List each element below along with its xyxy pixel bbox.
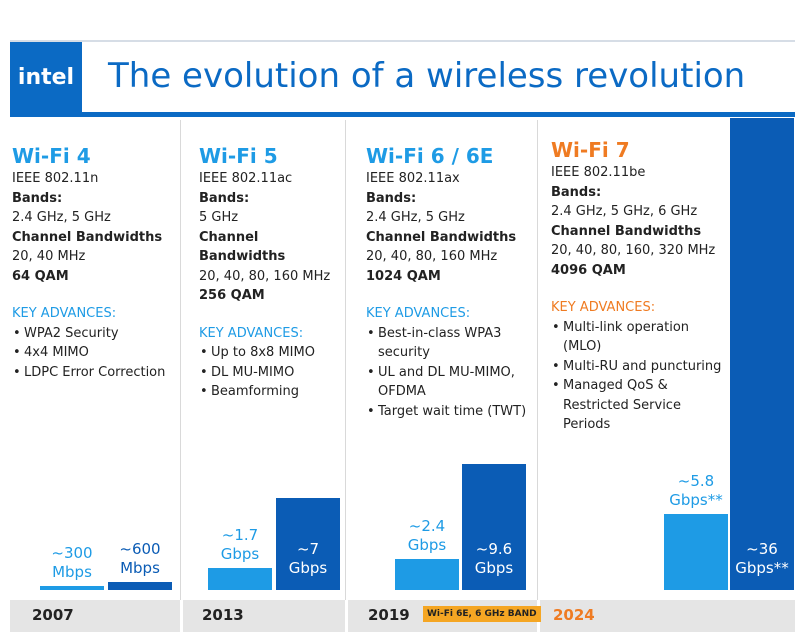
year: 2013 <box>202 606 244 624</box>
bands: 2.4 GHz, 5 GHz <box>12 210 111 225</box>
year-separator <box>180 600 183 632</box>
advance-item: DL MU-MIMO <box>200 363 341 383</box>
advances-list: Multi-link operation (MLO)Multi-RU and p… <box>551 318 726 435</box>
year: 2007 <box>32 606 74 624</box>
speed-label: ~36 Gbps** <box>735 540 789 577</box>
bands: 5 GHz <box>199 210 239 225</box>
advances-list: Up to 8x8 MIMODL MU-MIMOBeamforming <box>199 343 341 402</box>
bandwidths-label: Channel Bandwidths <box>551 223 702 239</box>
logo: intel <box>10 42 82 112</box>
standard: IEEE 802.11ac <box>199 171 293 186</box>
speed-bar <box>395 558 459 590</box>
advance-item: Beamforming <box>200 382 341 402</box>
generation-column: Wi-Fi 5 IEEE 802.11ac Bands: 5 GHz Channel B… <box>199 143 341 402</box>
generation-name: Wi-Fi 7 <box>551 138 630 162</box>
speed-label: ~5.8 Gbps** <box>669 471 723 509</box>
bandwidths-label: Channel Bandwidths <box>199 229 286 265</box>
advance-item: LDPC Error Correction <box>13 363 177 383</box>
bandwidths: 20, 40, 80, 160 MHz <box>199 268 331 284</box>
bands-label: Bands: <box>199 190 250 206</box>
generation-column: Wi-Fi 6 / 6E IEEE 802.11ax Bands: 2.4 GHz, … <box>366 143 531 421</box>
advances-list: WPA2 Security4x4 MIMOLDPC Error Correcti… <box>12 324 177 383</box>
generation-name: Wi-Fi 6 / 6E <box>366 144 494 168</box>
generation-name: Wi-Fi 4 <box>12 144 91 168</box>
year-separator <box>345 600 348 632</box>
bands-label: Bands: <box>551 184 602 200</box>
qam: 256 QAM <box>199 288 265 303</box>
standard: IEEE 802.11ax <box>366 171 460 186</box>
speed-bar <box>208 567 272 590</box>
speed-label: ~9.6 Gbps <box>474 540 514 577</box>
speed-label: ~7 Gbps <box>288 540 328 577</box>
qam: 64 QAM <box>12 268 69 284</box>
speed-label: ~600 Mbps <box>119 540 161 578</box>
advances-label: KEY ADVANCES: <box>366 306 471 321</box>
advance-item: Managed QoS & Restricted Service Periods <box>552 376 726 435</box>
year: 2024 <box>553 606 595 624</box>
bands: 2.4 GHz, 5 GHz, 6 GHz <box>551 204 698 219</box>
advance-item: Best-in-class WPA3 security <box>367 324 531 363</box>
speed-bar <box>664 513 728 590</box>
speed-bar <box>462 464 526 590</box>
advance-item: Multi-RU and puncturing <box>552 357 726 377</box>
advance-item: Target wait time (TWT) <box>367 402 531 422</box>
speed-bar <box>730 118 794 590</box>
bandwidths-label: Channel Bandwidths <box>366 229 517 245</box>
column-separator <box>537 120 538 600</box>
advance-item: Multi-link operation (MLO) <box>552 318 726 357</box>
advance-item: WPA2 Security <box>13 324 177 344</box>
advance-item: Up to 8x8 MIMO <box>200 343 341 363</box>
speed-bar <box>40 586 104 590</box>
year: 2019 <box>368 606 410 624</box>
column-separator <box>345 120 346 600</box>
bandwidths-label: Channel Bandwidths <box>12 229 163 245</box>
generation-name: Wi-Fi 5 <box>199 144 278 168</box>
speed-label: ~300 Mbps <box>51 544 93 582</box>
generation-column: Wi-Fi 7 IEEE 802.11be Bands: 2.4 GHz, 5 GHz… <box>551 137 726 435</box>
top-rule <box>10 40 795 42</box>
bandwidths: 20, 40, 80, 160 MHz <box>366 249 498 264</box>
qam: 1024 QAM <box>366 268 441 284</box>
advances-label: KEY ADVANCES: <box>12 306 117 321</box>
bandwidths: 20, 40, 80, 160, 320 MHz <box>551 243 716 258</box>
speed-bar <box>276 498 340 590</box>
standard: IEEE 802.11n <box>12 171 99 186</box>
bands-label: Bands: <box>12 190 63 206</box>
title: The evolution of a wireless revolution <box>108 56 746 96</box>
bandwidths: 20, 40 MHz <box>12 249 86 264</box>
band-badge: Wi-Fi 6E, 6 GHz BAND <box>423 606 541 622</box>
advances-label: KEY ADVANCES: <box>199 325 304 341</box>
bands-label: Bands: <box>366 190 417 206</box>
column-separator <box>180 120 181 600</box>
speed-label: ~2.4 Gbps <box>407 516 447 554</box>
advance-item: 4x4 MIMO <box>13 343 177 363</box>
header-rule <box>10 112 795 117</box>
generation-column: Wi-Fi 4 IEEE 802.11n Bands: 2.4 GHz, 5 GHz C… <box>12 143 177 382</box>
standard: IEEE 802.11be <box>551 165 646 180</box>
advances-label: KEY ADVANCES: <box>551 300 656 315</box>
advances-list: Best-in-class WPA3 securityUL and DL MU-… <box>366 324 531 422</box>
year-strip <box>10 600 795 632</box>
advance-item: UL and DL MU-MIMO, OFDMA <box>367 363 531 402</box>
bands: 2.4 GHz, 5 GHz <box>366 210 465 225</box>
speed-label: ~1.7 Gbps <box>220 525 260 563</box>
speed-bar <box>108 582 172 590</box>
qam: 4096 QAM <box>551 262 626 278</box>
